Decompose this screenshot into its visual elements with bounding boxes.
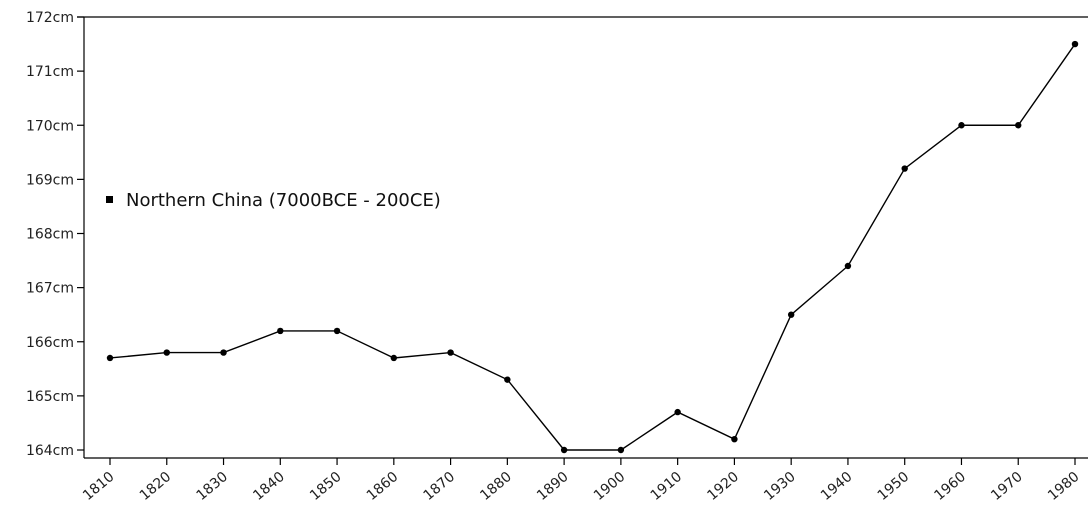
data-point bbox=[560, 446, 568, 454]
data-point bbox=[333, 327, 341, 335]
data-point bbox=[901, 165, 908, 172]
x-tick-label: 1900 bbox=[591, 469, 629, 504]
data-point bbox=[844, 262, 852, 270]
x-tick-label: 1920 bbox=[704, 469, 742, 504]
data-point bbox=[617, 446, 625, 454]
x-tick-label: 1850 bbox=[307, 469, 345, 504]
data-point bbox=[1015, 122, 1022, 129]
x-tick-label: 1840 bbox=[250, 469, 288, 504]
axes bbox=[77, 16, 1088, 459]
series-line bbox=[109, 43, 1076, 451]
data-point bbox=[674, 408, 681, 416]
y-tick-label: 166cm bbox=[26, 335, 74, 351]
data-point bbox=[787, 311, 795, 318]
x-tick-label: 1950 bbox=[875, 469, 913, 504]
x-tick-label: 1860 bbox=[364, 469, 402, 504]
data-point bbox=[958, 122, 965, 129]
data-point bbox=[220, 349, 227, 356]
y-tick-label: 171cm bbox=[26, 64, 74, 80]
y-tick-label: 169cm bbox=[26, 172, 74, 188]
legend-marker bbox=[106, 196, 113, 203]
data-point bbox=[106, 354, 114, 362]
y-tick-label: 168cm bbox=[26, 227, 74, 243]
data-point bbox=[504, 376, 511, 383]
x-tick-label: 1980 bbox=[1045, 469, 1083, 504]
x-tick-label: 1830 bbox=[194, 469, 232, 504]
data-point bbox=[447, 349, 454, 356]
legend: Northern China (7000BCE - 200CE) bbox=[106, 190, 441, 211]
x-tick-label: 1910 bbox=[648, 469, 686, 504]
x-tick-label: 1810 bbox=[80, 469, 118, 504]
data-point bbox=[163, 349, 170, 356]
y-tick-label: 170cm bbox=[26, 118, 74, 134]
x-tick-label: 1970 bbox=[988, 469, 1026, 504]
x-tick-label: 1820 bbox=[137, 469, 175, 504]
y-tick-label: 165cm bbox=[26, 389, 74, 405]
x-axis-ticks: 1810 1820 1830 1840 1850 1860 1870 1880 1890 1900… bbox=[80, 458, 1083, 504]
data-point bbox=[277, 327, 284, 335]
x-tick-label: 1880 bbox=[477, 469, 515, 504]
x-tick-label: 1890 bbox=[534, 469, 572, 504]
y-tick-label: 164cm bbox=[26, 443, 74, 459]
x-tick-label: 1960 bbox=[931, 469, 969, 504]
data-point bbox=[390, 354, 398, 362]
data-point bbox=[1071, 40, 1079, 48]
series-layer bbox=[106, 40, 1079, 454]
data-point bbox=[731, 435, 738, 443]
x-tick-label: 1930 bbox=[761, 469, 799, 504]
y-tick-label: 172cm bbox=[26, 10, 74, 26]
legend-label: Northern China (7000BCE - 200CE) bbox=[126, 190, 441, 211]
x-tick-label: 1940 bbox=[818, 469, 856, 504]
y-tick-label: 167cm bbox=[26, 281, 74, 297]
x-tick-label: 1870 bbox=[421, 469, 459, 504]
y-axis-ticks: 164cm 165cm 166cm 167cm 168cm 169cm 170cm 171cm… bbox=[26, 10, 84, 459]
